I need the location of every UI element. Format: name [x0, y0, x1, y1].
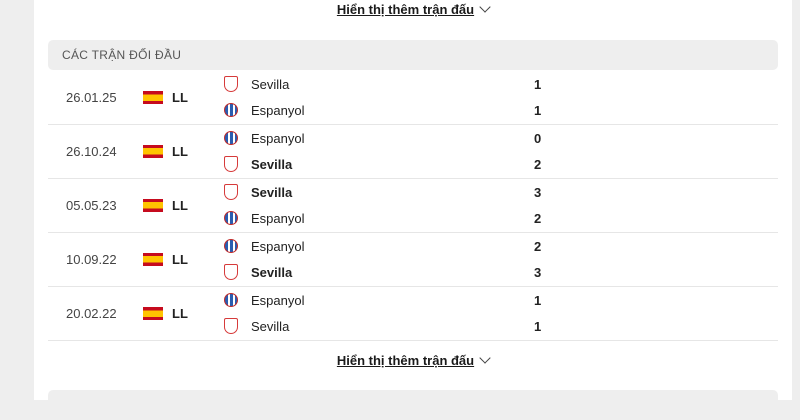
espanyol-crest-icon	[224, 293, 238, 307]
team-line: Espanyol 0	[224, 128, 764, 148]
match-row[interactable]: 20.02.22 LL Espanyol 1 Sevilla 1	[48, 287, 778, 341]
team-score: 3	[534, 185, 542, 200]
match-date: 10.09.22	[66, 252, 117, 267]
league-label: LL	[172, 306, 188, 321]
h2h-card: Hiển thị thêm trận đấu CÁC TRẬN ĐỐI ĐẦU …	[34, 0, 792, 420]
section-header: CÁC TRẬN ĐỐI ĐẦU	[48, 40, 778, 70]
show-more-label: Hiển thị thêm trận đấu	[336, 353, 475, 368]
team-line: Sevilla 1	[224, 316, 764, 336]
sevilla-crest-icon	[224, 264, 238, 280]
league-label: LL	[172, 90, 188, 105]
team-name: Sevilla	[251, 157, 293, 172]
show-more-label: Hiển thị thêm trận đấu	[336, 2, 475, 17]
team-name: Espanyol	[251, 131, 305, 146]
team-score: 2	[534, 157, 542, 172]
team-name: Espanyol	[251, 239, 305, 254]
espanyol-crest-icon	[224, 131, 238, 145]
team-name: Sevilla	[251, 77, 290, 92]
team-line: Espanyol 1	[224, 100, 764, 120]
match-date: 20.02.22	[66, 306, 117, 321]
league-label: LL	[172, 144, 188, 159]
sevilla-crest-icon	[224, 318, 238, 334]
sevilla-crest-icon	[224, 76, 238, 92]
spain-flag-icon	[143, 253, 163, 266]
team-score: 2	[534, 211, 542, 226]
team-line: Sevilla 2	[224, 154, 764, 174]
team-score: 1	[534, 293, 542, 308]
team-line: Sevilla 3	[224, 262, 764, 282]
team-score: 0	[534, 131, 542, 146]
show-more-button-top[interactable]: Hiển thị thêm trận đấu	[34, 1, 792, 17]
team-score: 1	[534, 103, 542, 118]
show-more-button[interactable]: Hiển thị thêm trận đấu	[34, 352, 792, 368]
team-name: Sevilla	[251, 319, 290, 334]
team-name: Espanyol	[251, 293, 305, 308]
spain-flag-icon	[143, 91, 163, 104]
match-row[interactable]: 05.05.23 LL Sevilla 3 Espanyol 2	[48, 179, 778, 233]
espanyol-crest-icon	[224, 211, 238, 225]
team-score: 3	[534, 265, 542, 280]
team-score: 2	[534, 239, 542, 254]
team-line: Espanyol 2	[224, 208, 764, 228]
league-label: LL	[172, 252, 188, 267]
sevilla-crest-icon	[224, 184, 238, 200]
team-line: Espanyol 1	[224, 290, 764, 310]
spain-flag-icon	[143, 145, 163, 158]
chevron-down-icon	[479, 352, 491, 364]
sevilla-crest-icon	[224, 156, 238, 172]
team-name: Sevilla	[251, 185, 293, 200]
chevron-down-icon	[479, 1, 491, 13]
team-line: Espanyol 2	[224, 236, 764, 256]
team-name: Sevilla	[251, 265, 293, 280]
match-row[interactable]: 10.09.22 LL Espanyol 2 Sevilla 3	[48, 233, 778, 287]
espanyol-crest-icon	[224, 239, 238, 253]
team-line: Sevilla 1	[224, 74, 764, 94]
match-row[interactable]: 26.01.25 LL Sevilla 1 Espanyol 1	[48, 71, 778, 125]
espanyol-crest-icon	[224, 103, 238, 117]
match-row[interactable]: 26.10.24 LL Espanyol 0 Sevilla 2	[48, 125, 778, 179]
team-score: 1	[534, 319, 542, 334]
spain-flag-icon	[143, 307, 163, 320]
match-date: 26.10.24	[66, 144, 117, 159]
match-date: 26.01.25	[66, 90, 117, 105]
match-date: 05.05.23	[66, 198, 117, 213]
team-name: Espanyol	[251, 211, 305, 226]
league-label: LL	[172, 198, 188, 213]
team-name: Espanyol	[251, 103, 305, 118]
team-score: 1	[534, 77, 542, 92]
team-line: Sevilla 3	[224, 182, 764, 202]
spain-flag-icon	[143, 199, 163, 212]
next-section-header	[48, 390, 778, 420]
